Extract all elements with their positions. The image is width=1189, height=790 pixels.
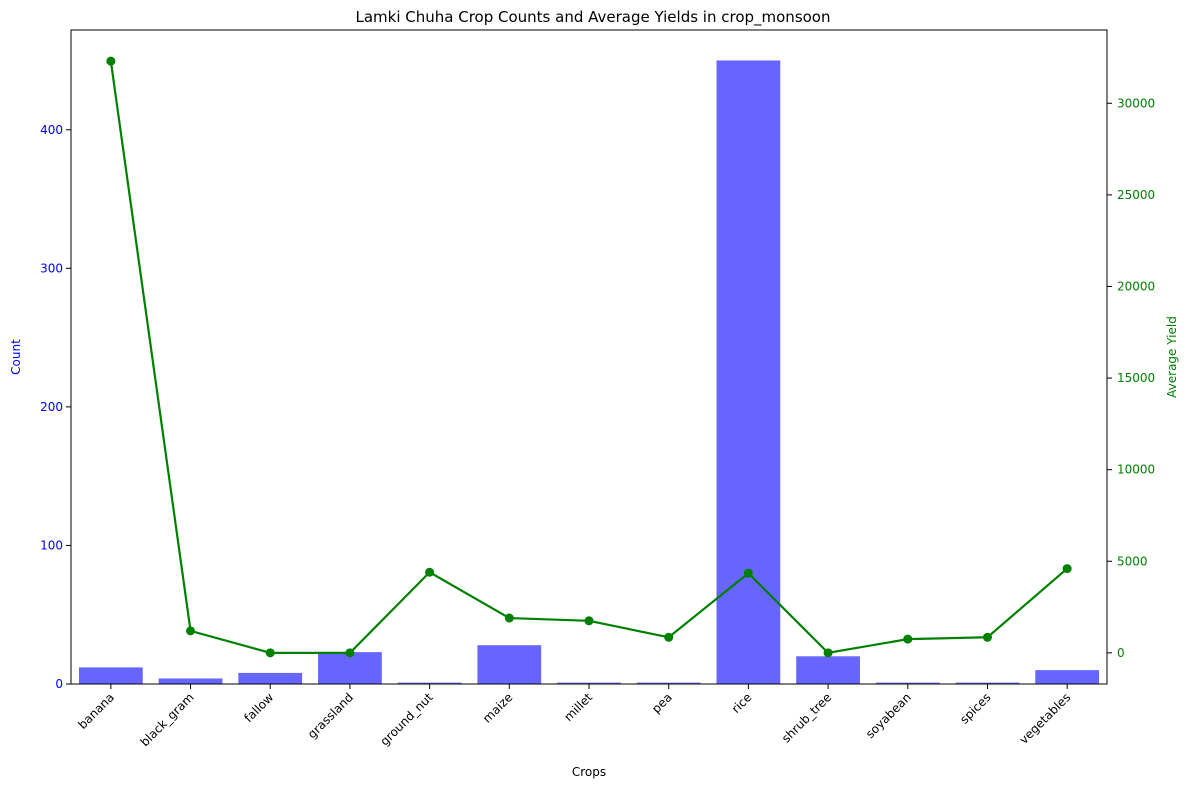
right-y-axis-label: Average Yield xyxy=(1165,316,1179,398)
yield-point-maize xyxy=(504,613,514,623)
right-tick-label: 20000 xyxy=(1117,279,1155,293)
right-tick-label: 15000 xyxy=(1117,371,1155,385)
x-tick-label-black_gram: black_gram xyxy=(138,690,197,749)
yield-point-ground_nut xyxy=(425,567,435,577)
right-tick-label: 5000 xyxy=(1117,554,1148,568)
x-tick-label-grassland: grassland xyxy=(305,690,356,741)
bar-rice xyxy=(716,60,781,685)
plot-frame xyxy=(70,29,1108,685)
x-tick-label-spices: spices xyxy=(957,690,993,726)
x-tick-label-maize: maize xyxy=(480,690,515,725)
right-tick-label: 30000 xyxy=(1117,96,1155,110)
left-y-axis: 0 100 200 300 400 xyxy=(40,123,71,691)
yield-point-fallow xyxy=(265,648,275,658)
x-tick-label-pea: pea xyxy=(649,690,675,716)
x-tick-label-soyabean: soyabean xyxy=(863,690,914,741)
x-tick-label-rice: rice xyxy=(729,690,755,716)
yield-point-black_gram xyxy=(186,626,196,636)
x-tick-label-banana: banana xyxy=(75,690,117,732)
bar-black_gram xyxy=(158,678,223,684)
left-tick-label: 0 xyxy=(55,677,63,691)
left-tick-label: 100 xyxy=(40,538,63,552)
yield-point-vegetables xyxy=(1062,564,1072,574)
right-y-axis: 0 5000 10000 15000 20000 25000 30000 xyxy=(1107,96,1155,660)
bar-ground_nut xyxy=(397,682,462,684)
yield-point-shrub_tree xyxy=(823,648,833,658)
bar-fallow xyxy=(238,672,303,684)
yield-point-millet xyxy=(584,616,594,626)
yield-line xyxy=(109,60,1068,655)
bar-soyabean xyxy=(875,682,940,684)
bar-shrub_tree xyxy=(796,656,860,684)
yield-point-rice xyxy=(743,568,753,578)
yield-point-pea xyxy=(664,632,674,642)
left-tick-label: 300 xyxy=(40,261,63,275)
bar-banana xyxy=(78,667,143,684)
yield-point-soyabean xyxy=(903,634,913,644)
x-tick-label-vegetables: vegetables xyxy=(1017,690,1074,747)
bar-vegetables xyxy=(1035,670,1100,684)
line-series xyxy=(106,56,1072,658)
bar-pea xyxy=(636,682,701,684)
chart-title: Lamki Chuha Crop Counts and Average Yiel… xyxy=(356,8,831,27)
yield-point-spices xyxy=(982,632,992,642)
bar-maize xyxy=(477,645,542,684)
bar-spices xyxy=(955,682,1020,684)
left-tick-label: 200 xyxy=(40,400,63,414)
bar-series xyxy=(78,60,1100,685)
x-tick-label-ground_nut: ground_nut xyxy=(377,690,435,748)
right-tick-label: 0 xyxy=(1117,646,1125,660)
yield-point-grassland xyxy=(345,648,355,658)
x-tick-label-shrub_tree: shrub_tree xyxy=(779,690,834,745)
bar-millet xyxy=(557,682,621,684)
right-tick-label: 25000 xyxy=(1117,188,1155,202)
x-axis: banana black_gram fallow grassland ground_nu… xyxy=(75,684,1073,749)
bar-grassland xyxy=(318,652,382,684)
x-tick-label-fallow: fallow xyxy=(241,690,276,725)
left-y-axis-label: Count xyxy=(9,339,23,375)
right-tick-label: 10000 xyxy=(1117,463,1155,477)
x-tick-label-millet: millet xyxy=(561,690,595,724)
left-tick-label: 400 xyxy=(40,123,63,137)
x-axis-label: Crops xyxy=(572,765,606,779)
yield-point-banana xyxy=(106,56,116,66)
